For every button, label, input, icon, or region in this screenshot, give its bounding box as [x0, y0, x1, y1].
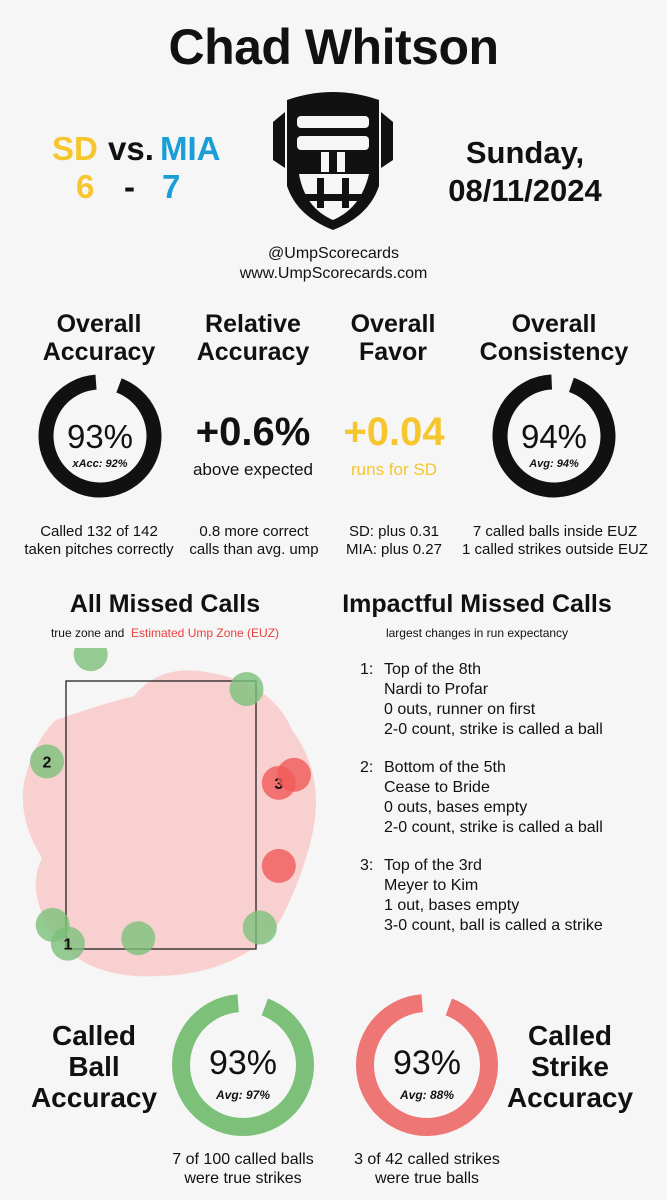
missed-calls-zone-plot: 2 3 1	[22, 648, 317, 977]
overall-consistency-avg: Avg: 94%	[529, 458, 579, 470]
game-date: Sunday, 08/11/2024	[448, 135, 602, 208]
credits: @UmpScorecards www.UmpScorecards.com	[0, 244, 667, 284]
missed-call-label-3: 3	[274, 776, 283, 793]
overall-accuracy-xacc: xAcc: 92%	[72, 458, 128, 470]
overall-favor-heading: Overall Favor	[350, 310, 436, 366]
called-strike-note: 3 of 42 called strikes were true balls	[354, 1151, 500, 1187]
missed-call-strike-5	[277, 757, 311, 792]
overall-favor-sub: runs for SD	[351, 460, 437, 479]
page-title: Chad Whitson	[168, 19, 499, 75]
overall-accuracy-heading: Overall Accuracy	[42, 310, 156, 366]
impactful-subtitle: largest changes in run expectancy	[385, 626, 569, 640]
home-team: MIA	[160, 130, 221, 167]
called-ball-ring	[172, 994, 314, 1136]
missed-call-strike-6	[261, 848, 296, 883]
overall-accuracy-ring	[38, 374, 162, 498]
called-ball-note: 7 of 100 called balls were true strikes	[172, 1151, 314, 1187]
called-strike-ring	[356, 994, 498, 1136]
away-team: SD	[52, 130, 98, 167]
home-score: 7	[162, 168, 181, 205]
overall-consistency-value: 94%	[520, 418, 588, 455]
vs-label: vs.	[108, 130, 154, 167]
called-strike-value: 93%	[392, 1044, 462, 1082]
missed-calls-heading: All Missed Calls	[69, 590, 261, 618]
overall-consistency-note: 7 called balls inside EUZ 1 called strike…	[462, 523, 648, 558]
called-ball-heading: Called Ball Accuracy	[30, 1020, 158, 1113]
umpire-mask-icon	[273, 92, 393, 230]
relative-accuracy-heading: Relative Accuracy	[196, 310, 310, 366]
called-ball-value: 93%	[208, 1044, 278, 1082]
missed-calls-subtitle: true zone and Estimated Ump Zone (EUZ)	[50, 626, 280, 640]
impactful-item-2: 2: Bottom of the 5th Cease to Bride 0 out…	[360, 759, 603, 836]
missed-call-points: 2 3 1	[30, 648, 311, 961]
impactful-heading: Impactful Missed Calls	[342, 590, 612, 618]
overall-favor-note: SD: plus 0.31 MIA: plus 0.27	[346, 523, 442, 558]
called-ball-avg: Avg: 97%	[215, 1088, 271, 1102]
true-strike-zone	[65, 680, 257, 950]
missed-call-ball-8	[50, 926, 85, 961]
missed-call-ball-3	[30, 744, 64, 779]
score-dash: -	[124, 168, 135, 205]
overall-consistency-ring	[492, 374, 616, 498]
overall-accuracy-value: 93%	[66, 418, 134, 455]
relative-accuracy-sub: above expected	[192, 460, 314, 479]
impactful-item-3: 3: Top of the 3rd Meyer to Kim 1 out, bas…	[360, 857, 603, 934]
missed-call-ball-2	[229, 672, 264, 707]
website-link[interactable]: www.UmpScorecards.com	[239, 265, 428, 282]
impactful-item-1: 1: Top of the 8th Nardi to Profar 0 outs,…	[360, 661, 603, 738]
overall-accuracy-ring-arc	[38, 374, 162, 498]
overall-favor-value: +0.04	[343, 410, 445, 454]
missed-call-ball-9	[121, 921, 156, 956]
euz-region	[22, 670, 317, 977]
called-strike-avg: Avg: 88%	[399, 1088, 455, 1102]
missed-call-ball-10	[242, 910, 277, 945]
overall-accuracy-note: Called 132 of 142 taken pitches correctly	[24, 523, 174, 558]
away-score: 6	[76, 168, 95, 205]
missed-call-ball-1	[73, 648, 108, 672]
relative-accuracy-note: 0.8 more correct calls than avg. ump	[189, 523, 319, 558]
missed-call-label-2: 2	[43, 754, 52, 771]
twitter-handle: @UmpScorecards	[268, 245, 399, 262]
missed-call-label-1: 1	[63, 937, 72, 954]
overall-consistency-heading: Overall Consistency	[479, 310, 629, 366]
relative-accuracy-value: +0.6%	[195, 410, 311, 454]
called-strike-heading: Called Strike Accuracy	[506, 1020, 634, 1113]
